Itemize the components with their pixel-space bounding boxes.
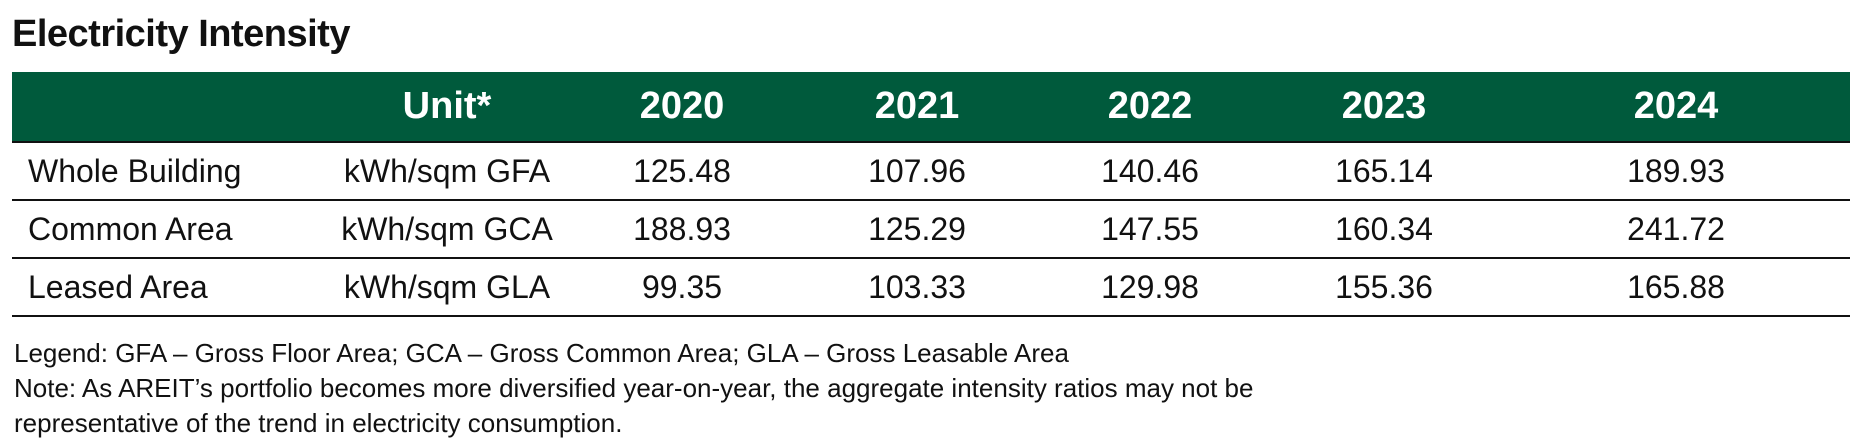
unit-cell: kWh/sqm GFA: [343, 152, 551, 189]
column-header-2021: 2021: [874, 85, 960, 127]
electricity-intensity-table: Unit* 2020 2021 2022 2023 2024 Whole Bui…: [12, 72, 1850, 317]
table-header-row: Unit* 2020 2021 2022 2023 2024: [12, 72, 1850, 142]
unit-cell: kWh/sqm GLA: [343, 268, 551, 305]
row-label: Whole Building: [28, 152, 242, 189]
footnotes: Legend: GFA – Gross Floor Area; GCA – Gr…: [14, 336, 1253, 441]
value-cell: 140.46: [1101, 152, 1199, 189]
value-cell: 165.88: [1627, 268, 1725, 305]
column-header-unit: Unit*: [402, 85, 492, 127]
value-cell: 189.93: [1627, 152, 1725, 189]
value-cell: 147.55: [1101, 210, 1199, 247]
note-text-line-2: representative of the trend in electrici…: [14, 408, 623, 438]
column-header-2023: 2023: [1341, 85, 1427, 127]
table-row: Leased Area kWh/sqm GLA 99.35 103.33 129…: [12, 258, 1850, 316]
note-text-line-1: Note: As AREIT’s portfolio becomes more …: [14, 373, 1254, 403]
value-cell: 155.36: [1335, 268, 1433, 305]
row-label: Leased Area: [28, 268, 208, 305]
column-header-2020: 2020: [639, 85, 725, 127]
value-cell: 99.35: [641, 268, 723, 305]
value-cell: 165.14: [1335, 152, 1433, 189]
value-cell: 160.34: [1335, 210, 1433, 247]
legend-text: Legend: GFA – Gross Floor Area; GCA – Gr…: [14, 338, 1069, 368]
column-header-2022: 2022: [1107, 85, 1193, 127]
value-cell: 103.33: [868, 268, 966, 305]
value-cell: 107.96: [868, 152, 966, 189]
column-header-label: [12, 72, 330, 142]
column-header-2024: 2024: [1633, 85, 1719, 127]
page-title: Electricity Intensity: [12, 13, 350, 55]
unit-cell: kWh/sqm GCA: [341, 210, 553, 247]
row-label: Common Area: [28, 210, 233, 247]
value-cell: 125.29: [868, 210, 966, 247]
value-cell: 241.72: [1627, 210, 1725, 247]
value-cell: 129.98: [1101, 268, 1199, 305]
table-row: Common Area kWh/sqm GCA 188.93 125.29 14…: [12, 200, 1850, 258]
table-row: Whole Building kWh/sqm GFA 125.48 107.96…: [12, 142, 1850, 200]
value-cell: 125.48: [633, 152, 731, 189]
value-cell: 188.93: [633, 210, 731, 247]
